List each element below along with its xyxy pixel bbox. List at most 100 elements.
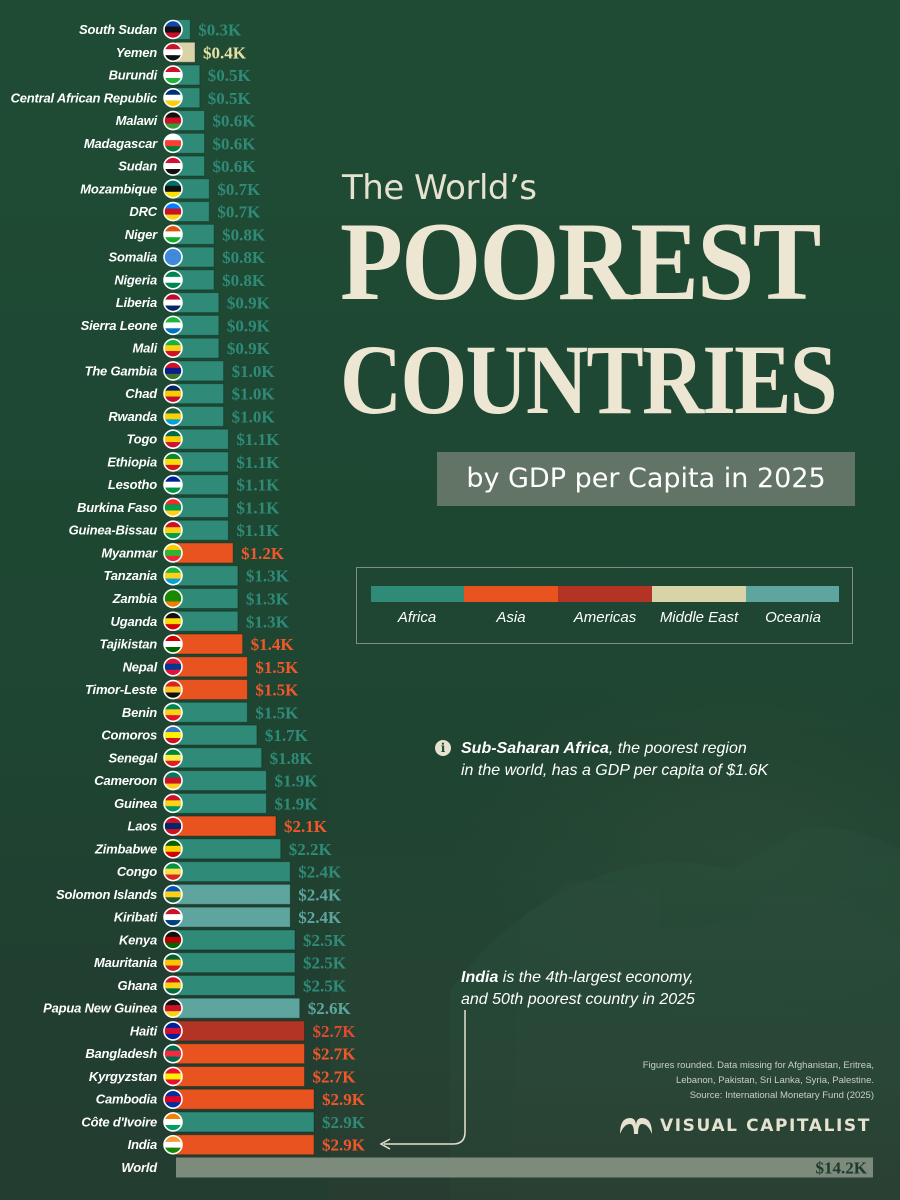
flag-ring-kenya [163, 930, 183, 950]
flag-ring-nepal [163, 656, 183, 677]
flag-stripe-3-bangladesh [164, 1056, 182, 1063]
bar-solomon-islands [175, 883, 291, 905]
bar-benin [175, 701, 248, 723]
value-label-world: $14.2K [816, 1159, 868, 1178]
flag-stripe-3-cambodia [164, 1102, 182, 1109]
flag-ring-rwanda [163, 406, 183, 427]
flag-stripe-2-niger [164, 231, 182, 238]
flag-stripe-1-lesotho [164, 475, 182, 482]
category-label-tajikistan: Tajikistan [100, 637, 158, 652]
flag-stripe-1-malawi [164, 111, 182, 118]
flag-ring-drc [163, 201, 183, 222]
value-label-cameroon: $1.9K [274, 772, 318, 791]
flag-stripe-2-madagascar [164, 140, 182, 147]
category-label-liberia: Liberia [116, 295, 157, 310]
value-label-guinea: $1.9K [274, 794, 318, 813]
flag-ring-malawi [163, 110, 183, 131]
flag-stripe-1-laos [164, 817, 182, 824]
category-label-rwanda: Rwanda [108, 409, 157, 424]
flag-stripe-3-guinea [164, 806, 182, 813]
legend-swatch-oceania [746, 586, 839, 602]
value-label-timor-leste: $1.5K [255, 681, 299, 700]
flag-icon-myanmar [164, 543, 182, 562]
bar-zimbabwe [175, 838, 282, 860]
category-label-south-sudan: South Sudan [79, 22, 157, 37]
flag-icon-haiti [164, 1021, 182, 1040]
value-label-guinea-bissau: $1.1K [236, 521, 280, 540]
flag-icon-guinea [164, 794, 182, 813]
bar-cameroon [175, 770, 267, 792]
flag-icon-solomon-islands [164, 885, 182, 904]
value-label-india: $2.9K [322, 1136, 366, 1155]
flag-stripe-3-congo [164, 874, 182, 881]
value-label-benin: $1.5K [255, 703, 299, 722]
flag-stripe-1-tajikistan [164, 635, 182, 642]
flag-icon-zambia [164, 589, 182, 608]
flag-ring-chad [163, 383, 183, 404]
value-label-papua-new-guinea: $2.6K [308, 999, 352, 1018]
flag-ring-cambodia [163, 1089, 183, 1110]
flag-stripe-1-kiribati [164, 908, 182, 915]
value-label-haiti: $2.7K [313, 1022, 357, 1041]
source-line-1: Figures rounded. Data missing for Afghan… [642, 1060, 874, 1071]
category-label-solomon-islands: Solomon Islands [56, 887, 157, 902]
category-label-papua-new-guinea: Papua New Guinea [43, 1001, 157, 1016]
value-label-togo: $1.1K [236, 430, 280, 449]
flag-stripe-1-benin [164, 703, 182, 710]
value-label-rwanda: $1.0K [232, 407, 276, 426]
legend-swatch-africa [371, 586, 464, 602]
africa-note-line2: in the world, has a GDP per capita of $1… [461, 762, 769, 779]
flag-ring-myanmar [163, 543, 183, 563]
flag-ring-senegal [163, 748, 183, 768]
category-label-zimbabwe: Zimbabwe [94, 841, 157, 856]
africa-note-bold: Sub-Saharan Africa [461, 740, 609, 757]
category-label-tanzania: Tanzania [103, 568, 157, 583]
category-label-central-african-republic: Central African Republic [11, 90, 158, 105]
flag-icon-guinea-bissau [164, 521, 182, 540]
legend-label-middle-east: Middle East [659, 609, 739, 626]
category-label-c-te-d-ivoire: Côte d'Ivoire [81, 1114, 157, 1129]
category-label-haiti: Haiti [130, 1023, 158, 1038]
flag-ring-solomon-islands [163, 884, 183, 905]
flag-stripe-2-haiti [164, 1027, 182, 1034]
title-line-1: POOREST [340, 200, 821, 324]
category-label-timor-leste: Timor-Leste [85, 682, 157, 697]
legend-label-americas: Americas [573, 609, 637, 626]
value-label-zambia: $1.3K [246, 590, 290, 609]
flag-ring-togo [163, 429, 183, 449]
flag-stripe-2-kyrgyzstan [164, 1073, 182, 1080]
source-line-2: Lebanon, Pakistan, Sri Lanka, Syria, Pal… [675, 1075, 874, 1086]
flag-stripe-2-kiribati [164, 914, 182, 921]
flag-stripe-1-sierra-leone [164, 316, 182, 323]
value-label-lesotho: $1.1K [236, 476, 280, 495]
flag-stripe-1-senegal [164, 748, 182, 755]
flag-icon-chad [164, 384, 182, 403]
flag-stripe-2-liberia [164, 299, 182, 306]
flag-icon-lesotho [164, 475, 182, 494]
flag-stripe-1-timor-leste [164, 680, 182, 687]
value-label-sierra-leone: $0.9K [227, 316, 271, 335]
africa-note-text: , the poorest region [608, 740, 747, 757]
source-note: Figures rounded. Data missing for Afghan… [560, 1058, 874, 1103]
bar-congo [175, 861, 291, 883]
flag-ring-somalia [163, 247, 183, 267]
category-label-niger: Niger [125, 227, 158, 242]
flag-ring-papua-new-guinea [163, 998, 183, 1018]
flag-icon-kenya [164, 930, 182, 949]
flag-icon-cambodia [164, 1090, 182, 1109]
flag-icon-burundi [164, 66, 182, 85]
flag-stripe-3-uganda [164, 624, 182, 631]
value-label-kiribati: $2.4K [298, 908, 342, 927]
category-label-madagascar: Madagascar [84, 136, 158, 151]
flag-stripe-1-togo [164, 430, 182, 437]
category-label-benin: Benin [122, 705, 157, 720]
flag-stripe-3-india [164, 1147, 182, 1154]
flag-stripe-1-guinea-bissau [164, 521, 182, 528]
flag-stripe-1-nigeria [164, 270, 182, 277]
flag-ring-c-te-d-ivoire [163, 1112, 183, 1132]
flag-icon-congo [164, 862, 182, 881]
flag-ring-timor-leste [163, 679, 183, 700]
bar-burkina-faso [175, 496, 229, 518]
flag-stripe-2-papua-new-guinea [164, 1005, 182, 1012]
value-label-malawi: $0.6K [213, 112, 257, 131]
